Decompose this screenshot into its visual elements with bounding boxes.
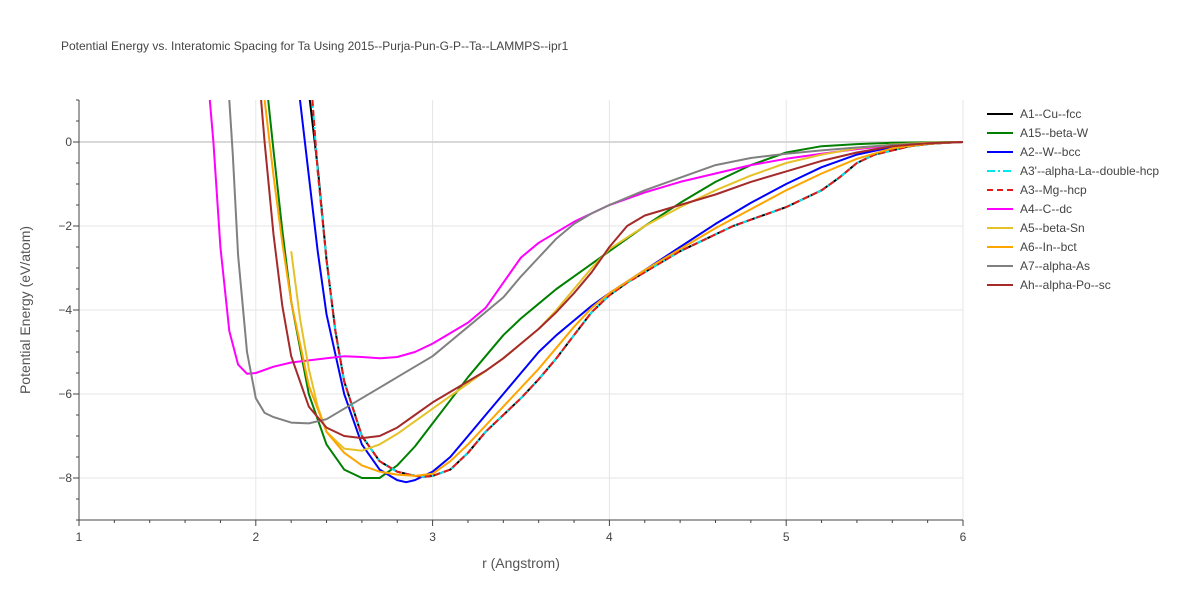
legend-item[interactable]: A3'--alpha-La--double-hcp	[987, 164, 1159, 178]
legend-item[interactable]: A1--Cu--fcc	[987, 107, 1081, 121]
legend-item[interactable]: A5--beta-Sn	[987, 221, 1085, 235]
series-line-7	[263, 100, 963, 477]
legend-label: A2--W--bcc	[1020, 145, 1080, 159]
legend-label: A4--C--dc	[1020, 202, 1072, 216]
legend-item[interactable]: A3--Mg--hcp	[987, 183, 1087, 197]
y-tick-label: −2	[58, 219, 72, 233]
series-line-0	[308, 100, 963, 478]
series-line-4	[311, 100, 963, 478]
x-tick-label: 2	[252, 530, 259, 544]
legend-item[interactable]: A6--In--bct	[987, 240, 1077, 254]
legend-item[interactable]: A4--C--dc	[987, 202, 1072, 216]
axes	[73, 99, 964, 526]
grid-lines	[79, 100, 964, 520]
x-tick-labels: 1 2 3 4 5 6	[76, 530, 967, 544]
x-tick-label: 3	[429, 530, 436, 544]
series-line-2	[299, 100, 963, 484]
y-tick-label: 0	[65, 135, 72, 149]
legend-label: Ah--alpha-Po--sc	[1020, 278, 1111, 292]
legend-label: A15--beta-W	[1020, 126, 1089, 140]
series-line-6	[290, 141, 963, 452]
x-tick-label: 1	[76, 530, 83, 544]
x-tick-label: 4	[606, 530, 613, 544]
legend-label: A6--In--bct	[1020, 240, 1077, 254]
x-tick-label: 5	[783, 530, 790, 544]
legend-item[interactable]: Ah--alpha-Po--sc	[987, 278, 1111, 292]
series-lines	[208, 100, 963, 484]
legend-label: A3--Mg--hcp	[1020, 183, 1087, 197]
y-tick-labels: 0 −2 −4 −6 −8	[58, 135, 72, 485]
legend-label: A7--alpha-As	[1020, 259, 1090, 273]
legend-item[interactable]: A2--W--bcc	[987, 145, 1080, 159]
series-line-8	[228, 100, 963, 425]
y-tick-label: −8	[58, 471, 72, 485]
legend-label: A5--beta-Sn	[1020, 221, 1085, 235]
x-axis-label: r (Angstrom)	[482, 555, 560, 571]
series-line-5	[208, 100, 963, 375]
chart-title: Potential Energy vs. Interatomic Spacing…	[61, 39, 569, 53]
y-tick-label: −6	[58, 387, 72, 401]
y-tick-label: −4	[58, 303, 72, 317]
series-line-9	[260, 100, 963, 440]
legend-label: A1--Cu--fcc	[1020, 107, 1081, 121]
legend-item[interactable]: A15--beta-W	[987, 126, 1089, 140]
y-axis-label: Potential Energy (eV/atom)	[17, 226, 33, 394]
legend[interactable]: A1--Cu--fcc A15--beta-W A2--W--bcc A3'--alp…	[987, 107, 1159, 292]
x-tick-label: 6	[960, 530, 967, 544]
legend-item[interactable]: A7--alpha-As	[987, 259, 1090, 273]
legend-label: A3'--alpha-La--double-hcp	[1020, 164, 1159, 178]
